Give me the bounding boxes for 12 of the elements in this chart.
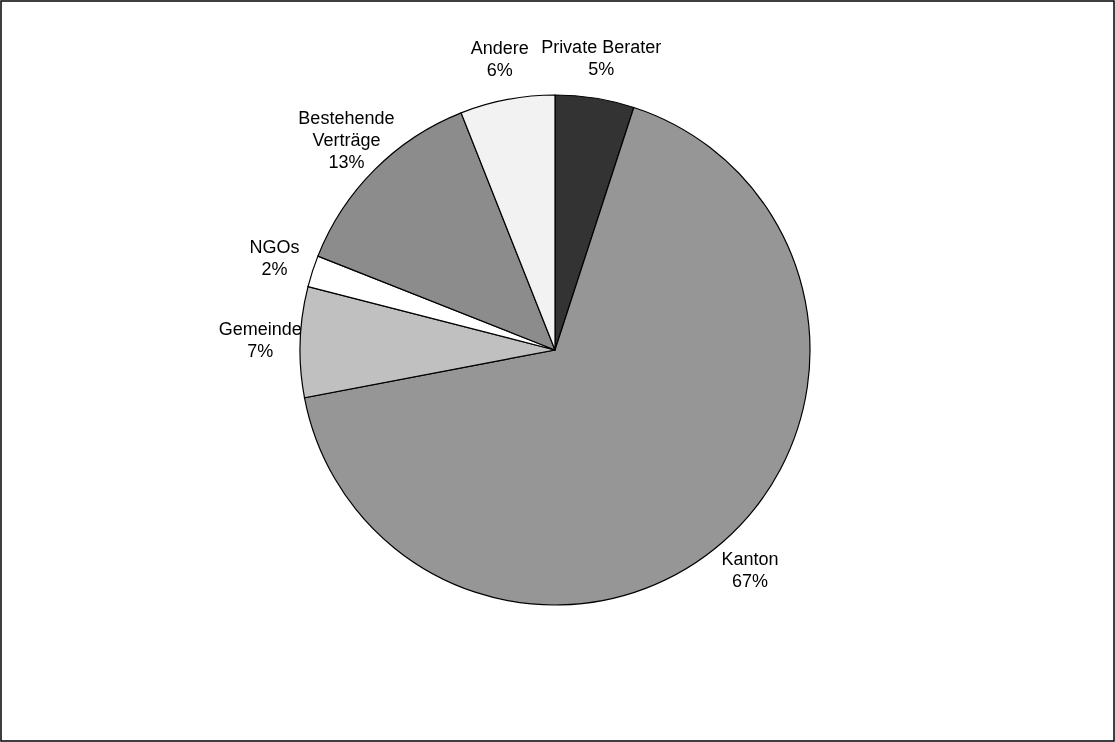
- data-label: 13%: [328, 152, 365, 173]
- slice-label: Kanton: [721, 549, 779, 570]
- slice-label: NGOs: [249, 236, 300, 257]
- slice-label: Bestehende Verträge: [298, 108, 395, 151]
- data-label: 7%: [247, 340, 274, 361]
- slice-label: Gemeinde: [218, 318, 302, 339]
- slice-label: Private Berater: [541, 36, 662, 57]
- data-label: 6%: [486, 59, 513, 80]
- data-label: 5%: [588, 58, 615, 79]
- data-label: 2%: [261, 258, 288, 279]
- slice-label: Andere: [470, 37, 529, 58]
- data-label: 67%: [732, 571, 769, 592]
